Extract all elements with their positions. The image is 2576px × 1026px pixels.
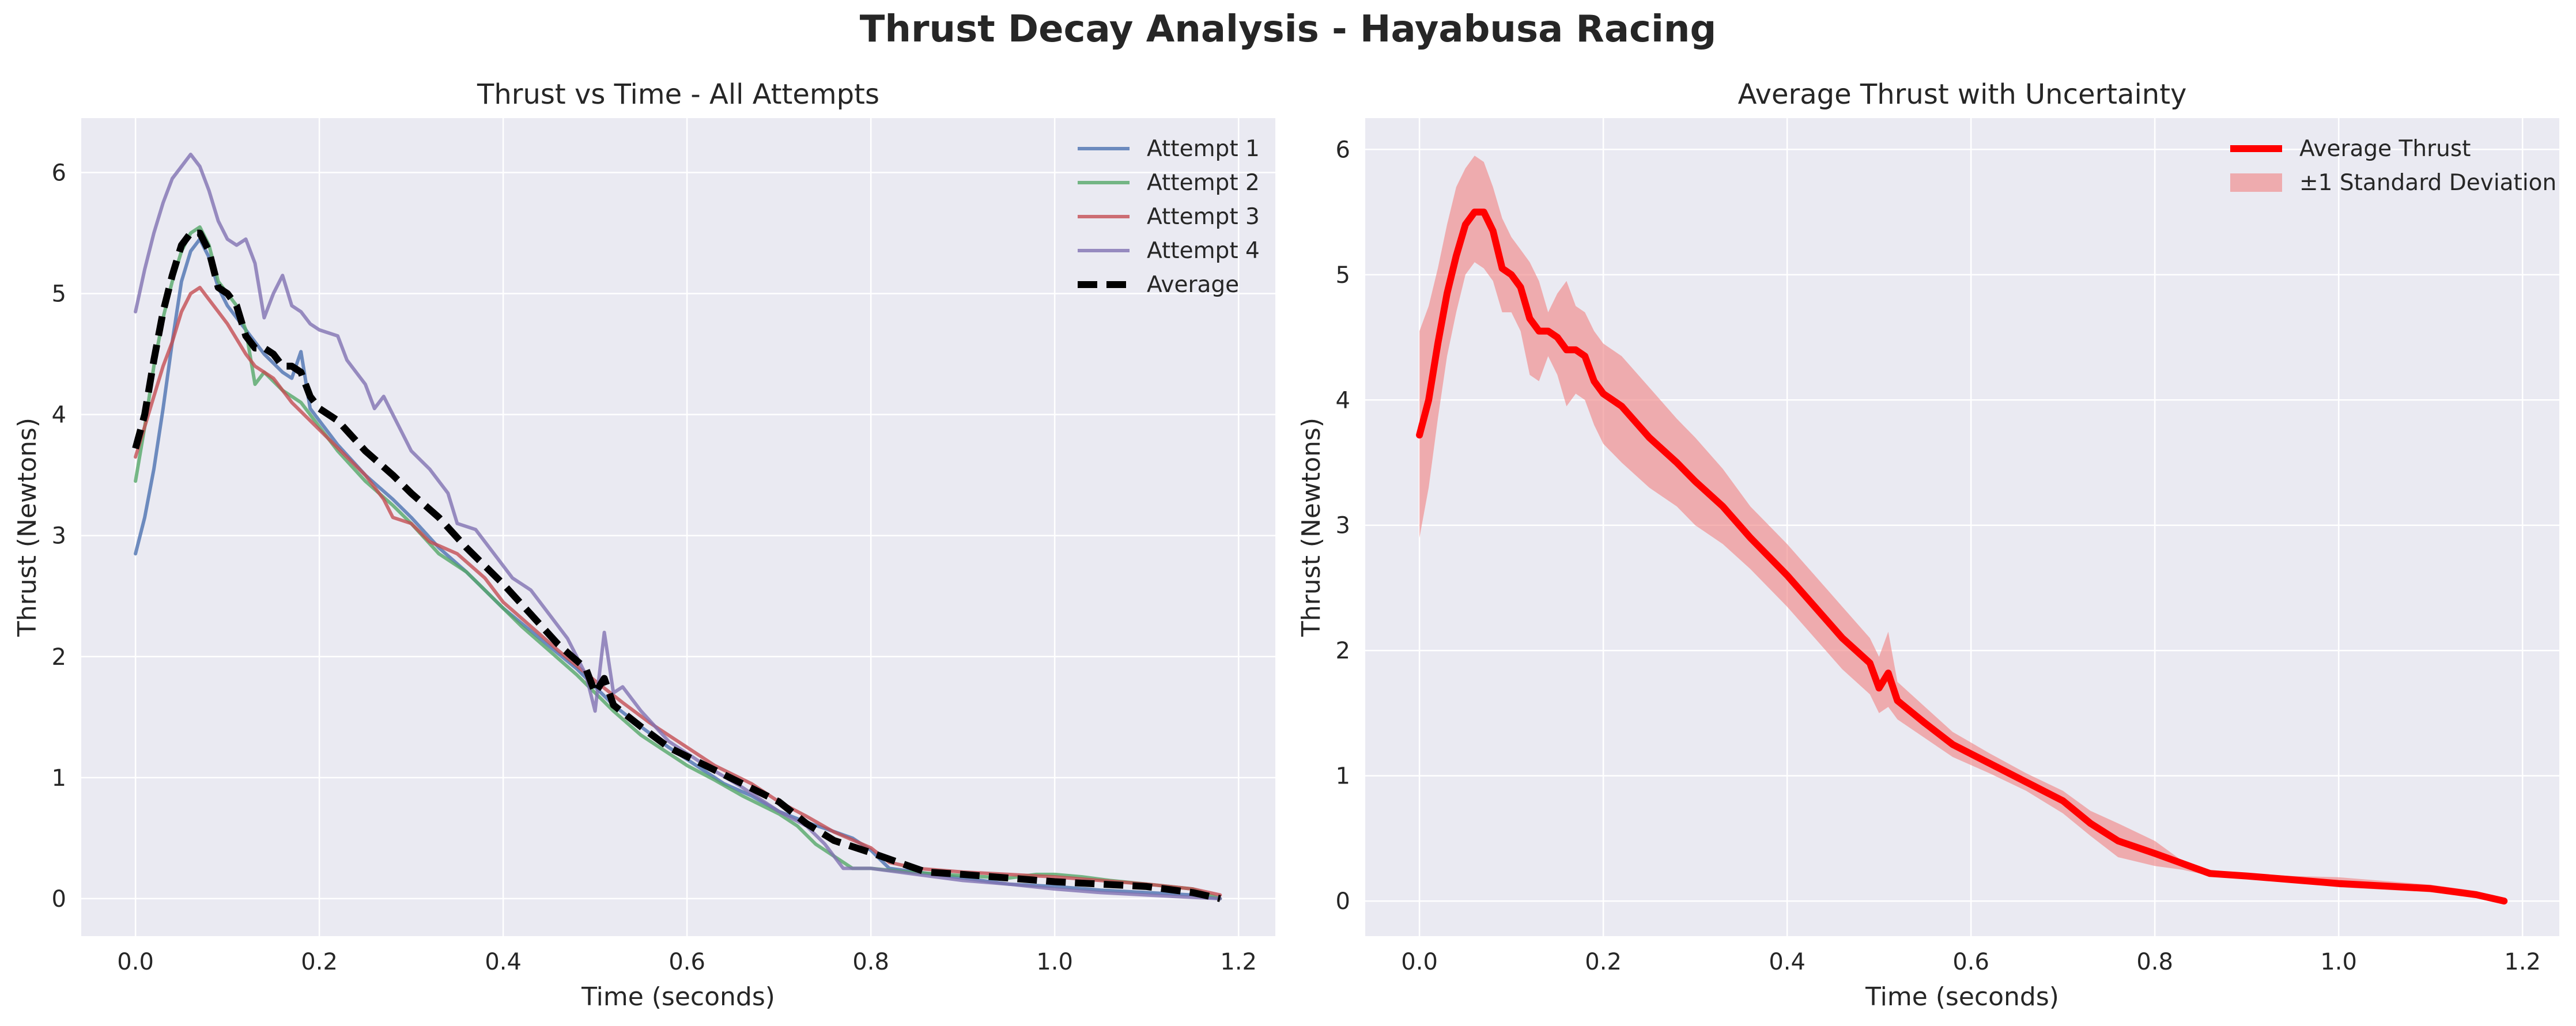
left-x-tick-label: 0.2 bbox=[301, 949, 338, 975]
left-y-tick-label: 6 bbox=[52, 160, 66, 187]
right-y-tick-labels: 0 1 2 3 4 5 6 bbox=[1336, 137, 1350, 915]
left-y-tick-label: 5 bbox=[52, 281, 66, 308]
figure-title: Thrust Decay Analysis - Hayabusa Racing bbox=[860, 8, 1717, 51]
right-lines-layer bbox=[1416, 209, 2508, 905]
left-y-tick-label: 3 bbox=[52, 523, 66, 550]
legend-swatch-1-standard-deviation bbox=[2230, 173, 2282, 192]
right-grid bbox=[1365, 118, 2559, 936]
legend-label-attempt-3: Attempt 3 bbox=[1147, 204, 1260, 230]
right-x-tick-label: 0.4 bbox=[1769, 949, 1806, 975]
left-chart-panel: 0.0 0.2 0.4 0.6 0.8 1.0 1.2 0 1 2 3 4 5 6 Thrust vs … bbox=[13, 78, 1275, 1012]
left-x-tick-label: 0.0 bbox=[117, 949, 154, 975]
legend-label-1-standard-deviation: ±1 Standard Deviation bbox=[2299, 170, 2556, 196]
right-x-tick-labels: 0.0 0.2 0.4 0.6 0.8 1.0 1.2 bbox=[1401, 949, 2541, 975]
series-line-average-thrust bbox=[1416, 209, 2508, 905]
right-y-tick-label: 3 bbox=[1336, 513, 1350, 539]
left-lines-layer bbox=[132, 153, 1222, 902]
left-x-axis-label: Time (seconds) bbox=[581, 982, 775, 1012]
left-y-tick-label: 2 bbox=[52, 644, 66, 671]
left-y-tick-label: 1 bbox=[52, 765, 66, 792]
right-y-tick-label: 0 bbox=[1336, 888, 1350, 915]
right-chart-title: Average Thrust with Uncertainty bbox=[1738, 78, 2187, 111]
left-x-tick-label: 0.6 bbox=[668, 949, 705, 975]
right-x-tick-label: 1.2 bbox=[2504, 949, 2541, 975]
right-y-tick-label: 6 bbox=[1336, 137, 1350, 163]
left-plot-background bbox=[81, 118, 1275, 936]
left-y-tick-label: 4 bbox=[52, 402, 66, 429]
left-x-tick-label: 1.2 bbox=[1220, 949, 1257, 975]
right-y-axis-label: Thrust (Newtons) bbox=[1297, 418, 1326, 637]
left-x-tick-label: 1.0 bbox=[1036, 949, 1073, 975]
right-legend: Average Thrust ±1 Standard Deviation bbox=[2230, 136, 2556, 196]
left-y-tick-labels: 0 1 2 3 4 5 6 bbox=[52, 160, 66, 913]
left-y-axis-label: Thrust (Newtons) bbox=[13, 418, 42, 637]
series-line-attempt-3 bbox=[134, 286, 1222, 897]
legend-label-attempt-2: Attempt 2 bbox=[1147, 170, 1260, 196]
legend-label-attempt-4: Attempt 4 bbox=[1147, 238, 1260, 264]
left-chart-title: Thrust vs Time - All Attempts bbox=[477, 78, 879, 111]
right-x-tick-label: 0.6 bbox=[1952, 949, 1989, 975]
left-x-tick-label: 0.8 bbox=[852, 949, 889, 975]
right-x-tick-label: 0.0 bbox=[1401, 949, 1438, 975]
right-y-tick-label: 1 bbox=[1336, 763, 1350, 790]
legend-label-average-thrust: Average Thrust bbox=[2299, 136, 2471, 162]
left-x-tick-label: 0.4 bbox=[485, 949, 522, 975]
legend-label-average: Average bbox=[1147, 272, 1239, 298]
left-legend: Attempt 1 Attempt 2 Attempt 3 Attempt 4 Aver… bbox=[1078, 136, 1260, 298]
left-x-tick-labels: 0.0 0.2 0.4 0.6 0.8 1.0 1.2 bbox=[117, 949, 1257, 975]
right-x-tick-label: 0.2 bbox=[1585, 949, 1622, 975]
right-chart-panel: 0.0 0.2 0.4 0.6 0.8 1.0 1.2 0 1 2 3 4 5 6 Average Th… bbox=[1297, 78, 2559, 1012]
right-x-tick-label: 0.8 bbox=[2136, 949, 2173, 975]
series-line-attempt-4 bbox=[134, 153, 1222, 900]
right-x-axis-label: Time (seconds) bbox=[1865, 982, 2059, 1012]
right-y-tick-label: 4 bbox=[1336, 387, 1350, 414]
right-x-tick-label: 1.0 bbox=[2320, 949, 2357, 975]
left-y-tick-label: 0 bbox=[52, 886, 66, 913]
series-line-average bbox=[132, 229, 1221, 902]
right-y-tick-label: 2 bbox=[1336, 638, 1350, 664]
left-grid bbox=[81, 118, 1275, 936]
right-y-tick-label: 5 bbox=[1336, 262, 1350, 289]
legend-label-attempt-1: Attempt 1 bbox=[1147, 136, 1260, 162]
right-plot-background bbox=[1365, 118, 2559, 936]
